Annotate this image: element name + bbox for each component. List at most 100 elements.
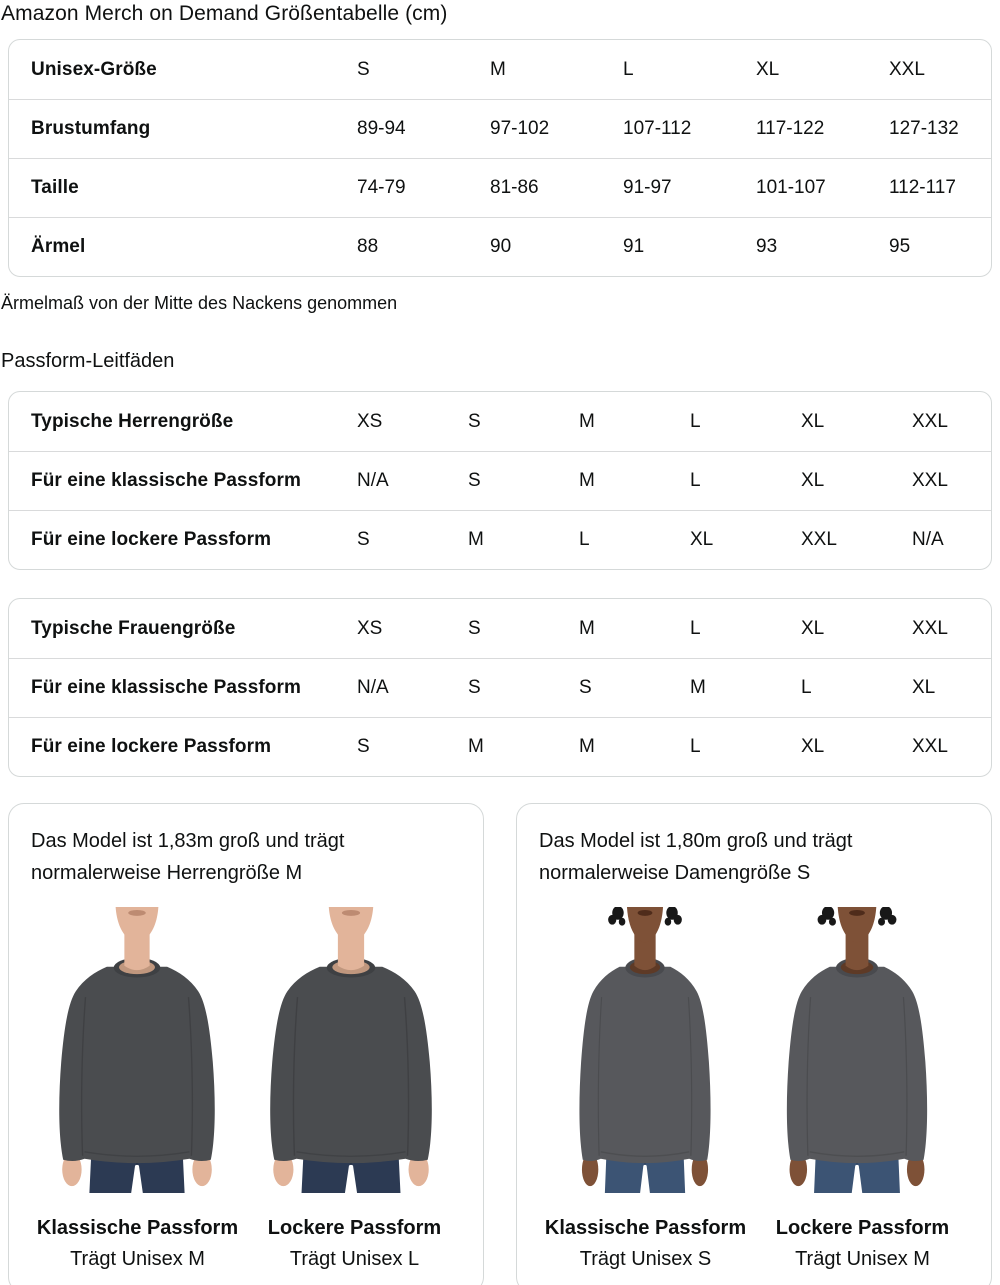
page-title: Amazon Merch on Demand Größentabelle (cm… xyxy=(1,2,448,25)
row-label: Unisex-Größe xyxy=(31,58,157,80)
male-model-classic-illustration xyxy=(35,907,239,1193)
fit-name-label: Klassische Passform xyxy=(544,1217,747,1239)
row-label: Für eine lockere Passform xyxy=(31,529,272,550)
classic-fit-caption: Klassische Passform Trägt Unisex S xyxy=(537,1193,754,1271)
size-cell: 91-97 xyxy=(623,177,672,198)
female-model-card: Das Model ist 1,80m groß und trägt norma… xyxy=(516,803,992,1285)
unisex-size-table: Unisex-Größe S M L XL XXL Brustumfang 89… xyxy=(8,39,992,277)
size-cell: M xyxy=(490,58,506,80)
size-cell: XXL xyxy=(889,58,925,80)
fit-captions: Klassische Passform Trägt Unisex M Locke… xyxy=(29,1193,463,1271)
row-label: Für eine klassische Passform xyxy=(31,677,301,698)
classic-fit-caption: Klassische Passform Trägt Unisex M xyxy=(29,1193,246,1271)
size-cell: L xyxy=(690,470,701,491)
size-cell: L xyxy=(579,529,590,550)
size-cell: S xyxy=(468,410,481,432)
size-cell: XL xyxy=(801,617,825,639)
size-cell: XS xyxy=(357,617,383,639)
model-photo-loose-fit xyxy=(245,907,457,1193)
row-label: Für eine klassische Passform xyxy=(31,470,301,491)
male-model-photos xyxy=(29,901,463,1193)
fit-captions: Klassische Passform Trägt Unisex S Locke… xyxy=(537,1193,971,1271)
fit-name-label: Lockere Passform xyxy=(775,1217,950,1239)
size-cell: XXL xyxy=(912,617,948,639)
size-cell: 91 xyxy=(623,236,645,257)
size-cell: L xyxy=(690,617,701,639)
size-cell: S xyxy=(357,736,370,757)
size-cell: S xyxy=(579,677,592,698)
female-model-loose-illustration xyxy=(765,907,949,1193)
worn-size-label: Trägt Unisex M xyxy=(70,1248,205,1270)
size-cell: N/A xyxy=(357,470,389,491)
table-row: Unisex-Größe S M L XL XXL xyxy=(9,40,991,99)
size-cell: N/A xyxy=(357,677,389,698)
fit-name-label: Klassische Passform xyxy=(36,1217,239,1239)
row-label: Brustumfang xyxy=(31,118,151,139)
table-row: Typische Herrengröße XS S M L XL XXL xyxy=(9,392,991,451)
table-row: Ärmel 88 90 91 93 95 xyxy=(9,217,991,276)
table-row: Brustumfang 89-94 97-102 107-112 117-122… xyxy=(9,99,991,158)
size-cell: XXL xyxy=(912,736,948,757)
size-cell: M xyxy=(579,617,595,639)
size-cell: M xyxy=(468,529,484,550)
model-photo-classic-fit xyxy=(35,907,239,1193)
size-cell: S xyxy=(468,677,481,698)
model-card-description: Das Model ist 1,80m groß und trägt norma… xyxy=(539,830,853,884)
row-label: Für eine lockere Passform xyxy=(31,736,272,757)
size-cell: 117-122 xyxy=(756,118,825,139)
size-cell: M xyxy=(690,677,706,698)
size-cell: S xyxy=(357,529,370,550)
size-cell: S xyxy=(357,58,370,80)
size-cell: S xyxy=(468,470,481,491)
size-cell: XS xyxy=(357,410,383,432)
size-cell: N/A xyxy=(912,529,944,550)
model-card-description: Das Model ist 1,83m groß und trägt norma… xyxy=(31,830,345,884)
male-model-loose-illustration xyxy=(245,907,457,1193)
womens-fit-table: Typische Frauengröße XS S M L XL XXL Für… xyxy=(8,598,992,777)
female-model-photos xyxy=(537,901,971,1193)
female-model-classic-illustration xyxy=(559,907,731,1193)
size-cell: 127-132 xyxy=(889,118,959,139)
size-cell: M xyxy=(579,410,595,432)
table-row: Typische Frauengröße XS S M L XL XXL xyxy=(9,599,991,658)
table-row: Taille 74-79 81-86 91-97 101-107 112-117 xyxy=(9,158,991,217)
size-cell: XXL xyxy=(801,529,837,550)
loose-fit-caption: Lockere Passform Trägt Unisex L xyxy=(246,1193,463,1271)
model-photo-classic-fit xyxy=(559,907,731,1193)
worn-size-label: Trägt Unisex S xyxy=(579,1248,712,1270)
sleeve-measure-note: Ärmelmaß von der Mitte des Nackens genom… xyxy=(1,293,398,313)
table-row: Für eine lockere Passform S M M L XL XXL xyxy=(9,717,991,776)
male-model-card: Das Model ist 1,83m groß und trägt norma… xyxy=(8,803,484,1285)
mens-fit-table: Typische Herrengröße XS S M L XL XXL Für… xyxy=(8,391,992,570)
size-cell: 95 xyxy=(889,236,911,257)
size-cell: XL xyxy=(912,677,936,698)
size-cell: 81-86 xyxy=(490,177,539,198)
model-photo-loose-fit xyxy=(765,907,949,1193)
size-cell: 112-117 xyxy=(889,177,956,198)
row-label: Taille xyxy=(31,177,79,198)
table-row: Für eine klassische Passform N/A S S M L… xyxy=(9,658,991,717)
row-label: Typische Herrengröße xyxy=(31,410,234,432)
loose-fit-caption: Lockere Passform Trägt Unisex M xyxy=(754,1193,971,1271)
size-cell: XL xyxy=(690,529,714,550)
fit-name-label: Lockere Passform xyxy=(267,1217,442,1239)
row-label: Ärmel xyxy=(31,236,86,257)
size-cell: XL xyxy=(801,470,825,491)
size-cell: XXL xyxy=(912,410,948,432)
model-cards-row: Das Model ist 1,83m groß und trägt norma… xyxy=(8,803,992,1285)
size-cell: 107-112 xyxy=(623,118,692,139)
size-cell: XXL xyxy=(912,470,948,491)
row-label: Typische Frauengröße xyxy=(31,617,236,639)
size-cell: 89-94 xyxy=(357,118,406,139)
size-cell: XL xyxy=(801,410,825,432)
size-cell: 101-107 xyxy=(756,177,826,198)
size-cell: XL xyxy=(756,58,780,80)
size-cell: M xyxy=(579,470,595,491)
table-row: Für eine lockere Passform S M L XL XXL N… xyxy=(9,510,991,569)
size-cell: L xyxy=(623,58,634,80)
size-cell: XL xyxy=(801,736,825,757)
size-cell: L xyxy=(801,677,812,698)
size-cell: 90 xyxy=(490,236,512,257)
size-cell: M xyxy=(579,736,595,757)
